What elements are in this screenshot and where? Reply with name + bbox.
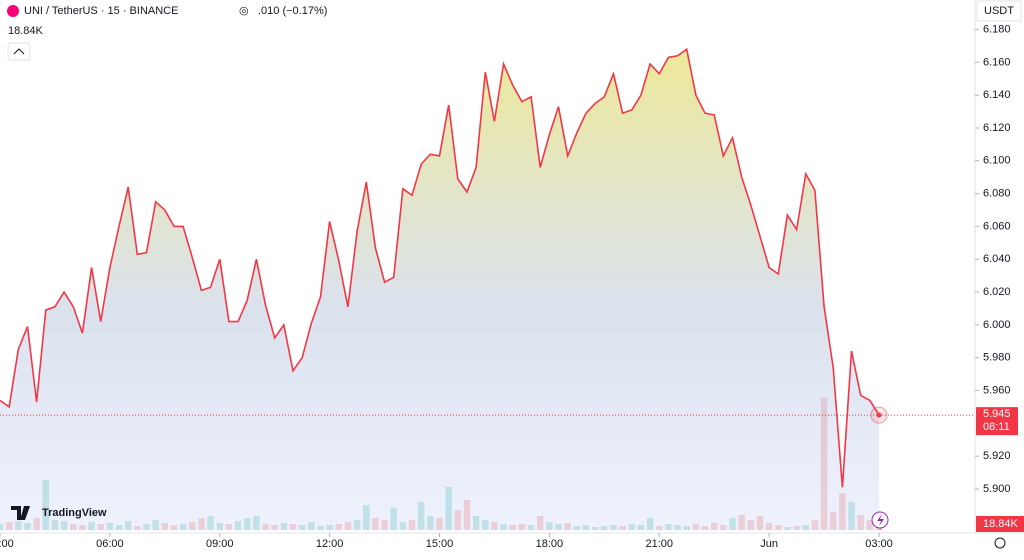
- y-tick-label: 6.180: [983, 23, 1011, 35]
- x-tick-label: 12:00: [316, 538, 344, 550]
- x-tick-label: 03:00: [865, 538, 893, 550]
- price-line: [0, 47, 880, 488]
- y-tick-label: 6.060: [983, 220, 1011, 232]
- y-tick-label: 6.040: [983, 253, 1011, 265]
- symbol-title[interactable]: UNI / TetherUS · 15 · BINANCE: [24, 5, 178, 17]
- volume-axis-label: 18.84K: [983, 518, 1019, 530]
- y-tick-label: 6.020: [983, 286, 1011, 298]
- x-tick-label: 15:00: [426, 538, 454, 550]
- eye-icon[interactable]: ◎: [239, 5, 249, 17]
- x-tick-label: 06:00: [96, 538, 124, 550]
- tv-logo-text: TradingView: [42, 507, 107, 519]
- y-tick-label: 6.080: [983, 188, 1011, 200]
- y-tick-label: 6.140: [983, 89, 1011, 101]
- price-axis-bg: [975, 0, 1024, 560]
- y-tick-label: 5.960: [983, 384, 1011, 396]
- y-tick-label: 6.160: [983, 56, 1011, 68]
- countdown: 08:11: [983, 421, 1010, 433]
- plot-area: [0, 47, 975, 530]
- y-tick-label: 6.100: [983, 155, 1011, 167]
- x-tick-label: 09:00: [206, 538, 234, 550]
- volume-legend: 18.84K: [8, 25, 44, 37]
- y-tick-label: 6.000: [983, 319, 1011, 331]
- y-tick-label: 5.900: [983, 483, 1011, 495]
- price-change: .010 (−0.17%): [258, 5, 327, 17]
- alert-bolt: [877, 514, 884, 526]
- last-point: [876, 412, 882, 418]
- x-tick-label: 18:00: [536, 538, 564, 550]
- y-tick-label: 5.980: [983, 352, 1011, 364]
- y-tick-label: 5.920: [983, 450, 1011, 462]
- time-axis-bg: [0, 533, 975, 560]
- legend-buttons[interactable]: [234, 1, 258, 21]
- price-area: [0, 49, 879, 530]
- x-tick-label: 21:00: [645, 538, 673, 550]
- settings-icon[interactable]: [994, 537, 1006, 549]
- last-price-label: 5.945: [983, 408, 1011, 420]
- symbol-logo[interactable]: [7, 5, 19, 17]
- x-tick-label: Jun: [760, 538, 778, 550]
- axes: 6.180 6.160 6.140 6.120 6.100 6.080 6.060 6.040…: [0, 23, 1024, 550]
- last-price-badge: [976, 407, 1018, 436]
- x-tick-label: 03:00: [0, 538, 14, 550]
- currency[interactable]: USDT: [984, 5, 1014, 17]
- volume-badge: [976, 516, 1024, 532]
- collapse-button[interactable]: [7, 42, 31, 61]
- tv-logo-mark: [11, 506, 30, 520]
- currency-box[interactable]: [976, 0, 1022, 22]
- collapse-icon: [13, 48, 25, 55]
- y-tick-label: 6.120: [983, 122, 1011, 134]
